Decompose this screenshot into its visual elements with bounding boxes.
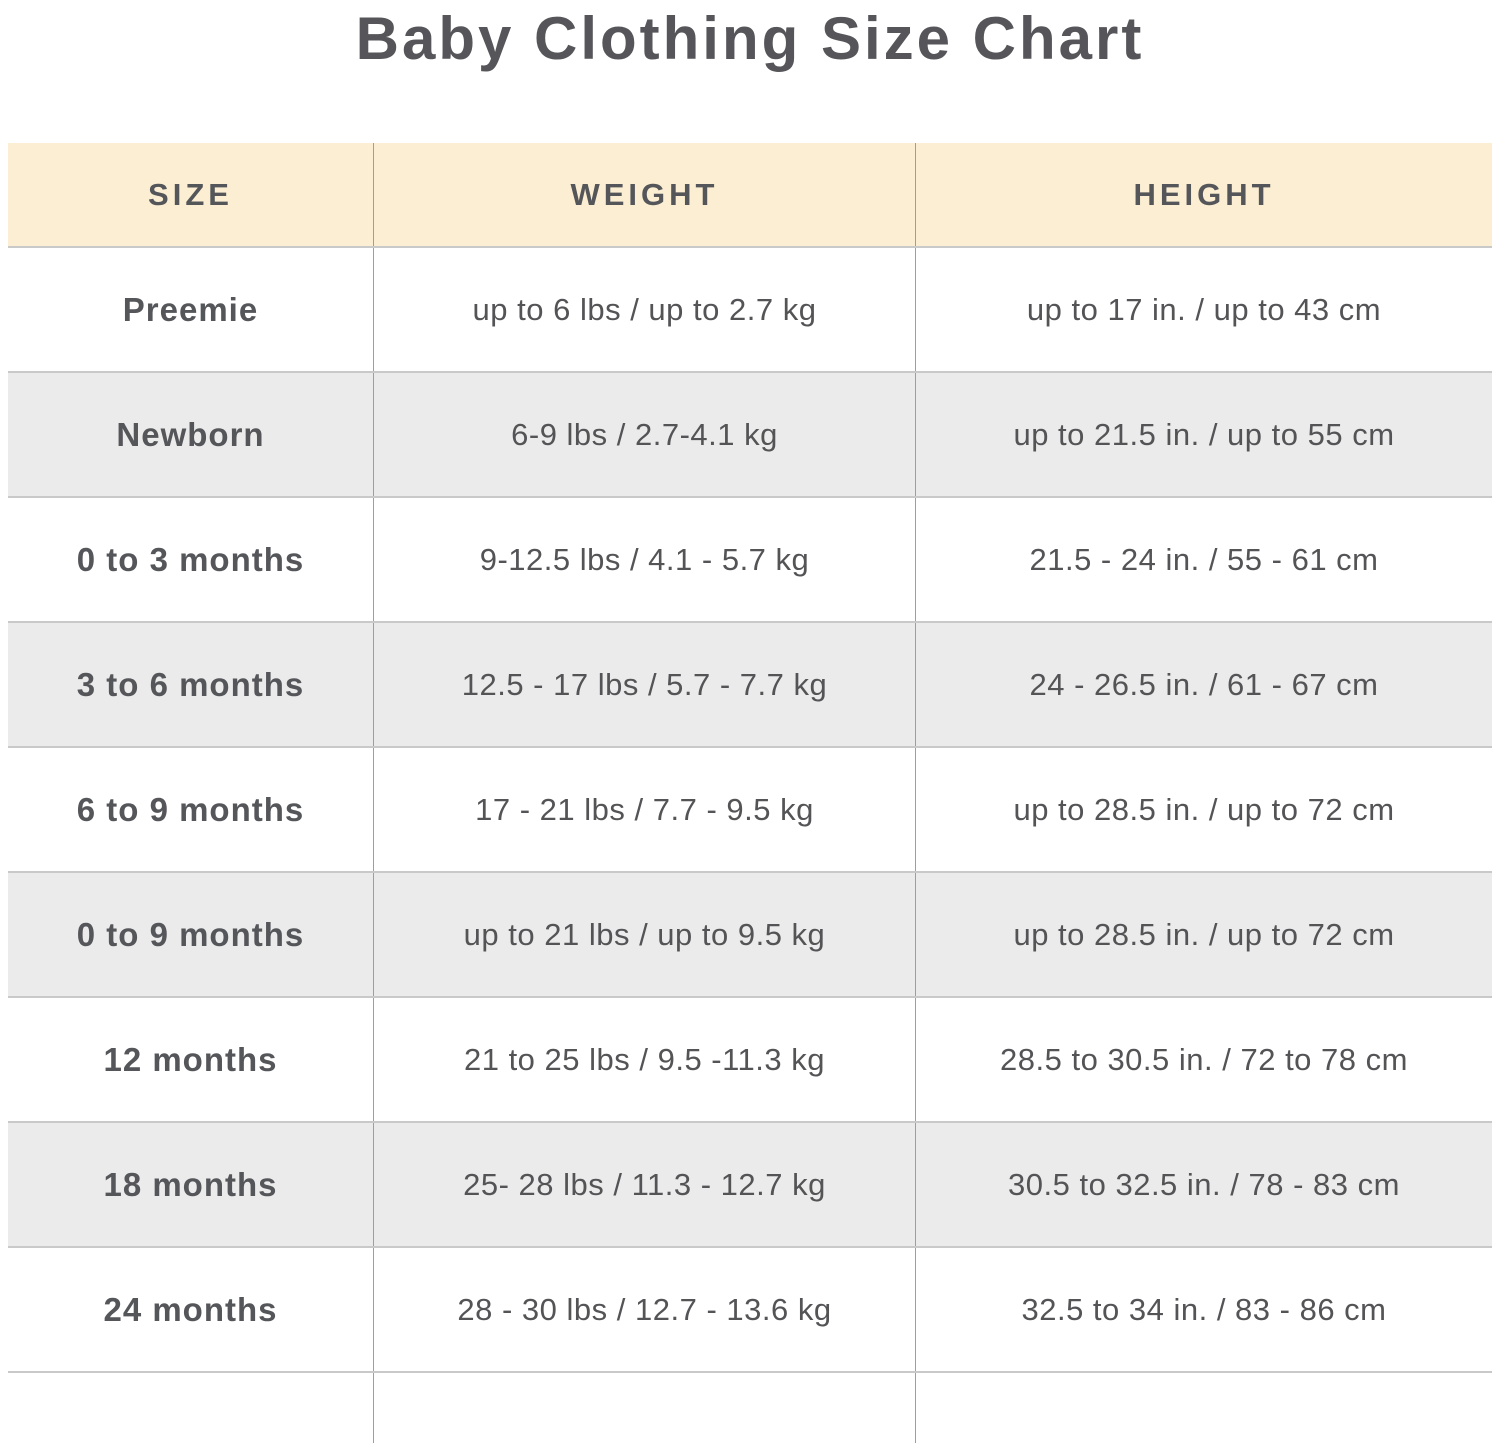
table-row: Newborn 6-9 lbs / 2.7-4.1 kg up to 21.5 … [8,373,1492,498]
size-cell: 12 months [103,1040,278,1078]
table-row: 3 to 6 months 12.5 - 17 lbs / 5.7 - 7.7 … [8,623,1492,748]
size-cell: 0 to 9 months [76,915,305,953]
table-row: 12 months 21 to 25 lbs / 9.5 -11.3 kg 28… [8,998,1492,1123]
table-row: 0 to 9 months up to 21 lbs / up to 9.5 k… [8,873,1492,998]
size-cell [8,1373,373,1443]
table-header-row: SIZE WEIGHT HEIGHT [8,143,1492,248]
height-cell [915,1373,1492,1443]
weight-cell: 6-9 lbs / 2.7-4.1 kg [373,373,915,496]
size-cell: 3 to 6 months [76,665,305,703]
column-header-height: HEIGHT [915,143,1492,246]
table-row: Preemie up to 6 lbs / up to 2.7 kg up to… [8,248,1492,373]
height-cell: up to 28.5 in. / up to 72 cm [915,748,1492,871]
height-cell: up to 17 in. / up to 43 cm [915,248,1492,371]
table-row-empty [8,1373,1492,1443]
column-header-size: SIZE [148,176,233,212]
weight-cell: 9-12.5 lbs / 4.1 - 5.7 kg [373,498,915,621]
height-cell: 21.5 - 24 in. / 55 - 61 cm [915,498,1492,621]
weight-cell: 25- 28 lbs / 11.3 - 12.7 kg [373,1123,915,1246]
page-title: Baby Clothing Size Chart [355,5,1145,72]
table-row: 18 months 25- 28 lbs / 11.3 - 12.7 kg 30… [8,1123,1492,1248]
size-cell: 0 to 3 months [76,540,305,578]
size-cell: 6 to 9 months [76,790,305,828]
table-row: 24 months 28 - 30 lbs / 12.7 - 13.6 kg 3… [8,1248,1492,1373]
weight-cell: 28 - 30 lbs / 12.7 - 13.6 kg [373,1248,915,1371]
height-cell: 32.5 to 34 in. / 83 - 86 cm [915,1248,1492,1371]
table-row: 6 to 9 months 17 - 21 lbs / 7.7 - 9.5 kg… [8,748,1492,873]
size-chart-table: SIZE WEIGHT HEIGHT Preemie up to 6 lbs /… [8,143,1492,1443]
height-cell: up to 21.5 in. / up to 55 cm [915,373,1492,496]
weight-cell: 12.5 - 17 lbs / 5.7 - 7.7 kg [373,623,915,746]
weight-cell: up to 6 lbs / up to 2.7 kg [373,248,915,371]
height-cell: 24 - 26.5 in. / 61 - 67 cm [915,623,1492,746]
weight-cell: 17 - 21 lbs / 7.7 - 9.5 kg [373,748,915,871]
size-cell: 24 months [103,1290,278,1328]
height-cell: up to 28.5 in. / up to 72 cm [915,873,1492,996]
height-cell: 30.5 to 32.5 in. / 78 - 83 cm [915,1123,1492,1246]
size-cell: 18 months [103,1165,278,1203]
weight-cell [373,1373,915,1443]
size-cell: Newborn [116,415,265,453]
height-cell: 28.5 to 30.5 in. / 72 to 78 cm [915,998,1492,1121]
size-cell: Preemie [122,290,259,328]
weight-cell: up to 21 lbs / up to 9.5 kg [373,873,915,996]
weight-cell: 21 to 25 lbs / 9.5 -11.3 kg [373,998,915,1121]
table-row: 0 to 3 months 9-12.5 lbs / 4.1 - 5.7 kg … [8,498,1492,623]
column-header-weight: WEIGHT [373,143,915,246]
